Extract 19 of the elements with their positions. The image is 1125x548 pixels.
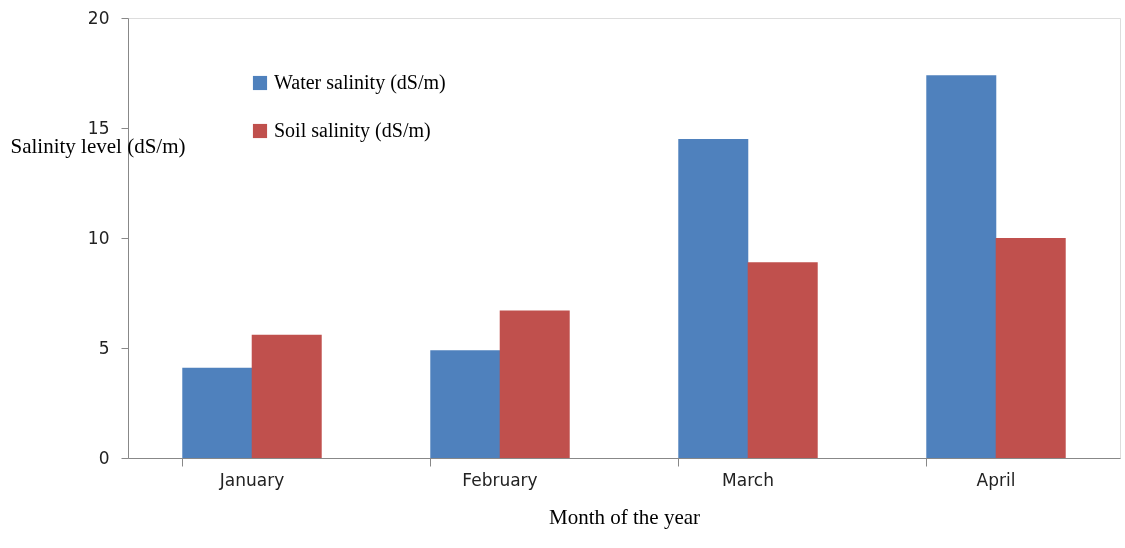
y-tick-label: 0 — [98, 447, 110, 468]
bar — [995, 238, 1066, 458]
y-tick-label: 10 — [87, 227, 110, 248]
bar — [926, 75, 997, 458]
x-axis-title: Month of the year — [548, 504, 701, 529]
bar — [430, 350, 501, 458]
y-tick-label: 20 — [87, 7, 110, 28]
bar — [182, 367, 253, 458]
legend-label: Soil salinity (dS/m) — [274, 119, 431, 142]
bar — [251, 334, 322, 458]
x-tick-label: April — [976, 469, 1016, 490]
y-tick-label: 5 — [98, 337, 110, 358]
bar — [499, 310, 570, 458]
x-tick-label: March — [722, 469, 774, 490]
legend-label: Water salinity (dS/m) — [274, 71, 446, 94]
bar — [747, 262, 818, 458]
bar — [678, 139, 749, 458]
x-tick-label: January — [218, 469, 285, 490]
x-tick-label: February — [462, 469, 538, 490]
